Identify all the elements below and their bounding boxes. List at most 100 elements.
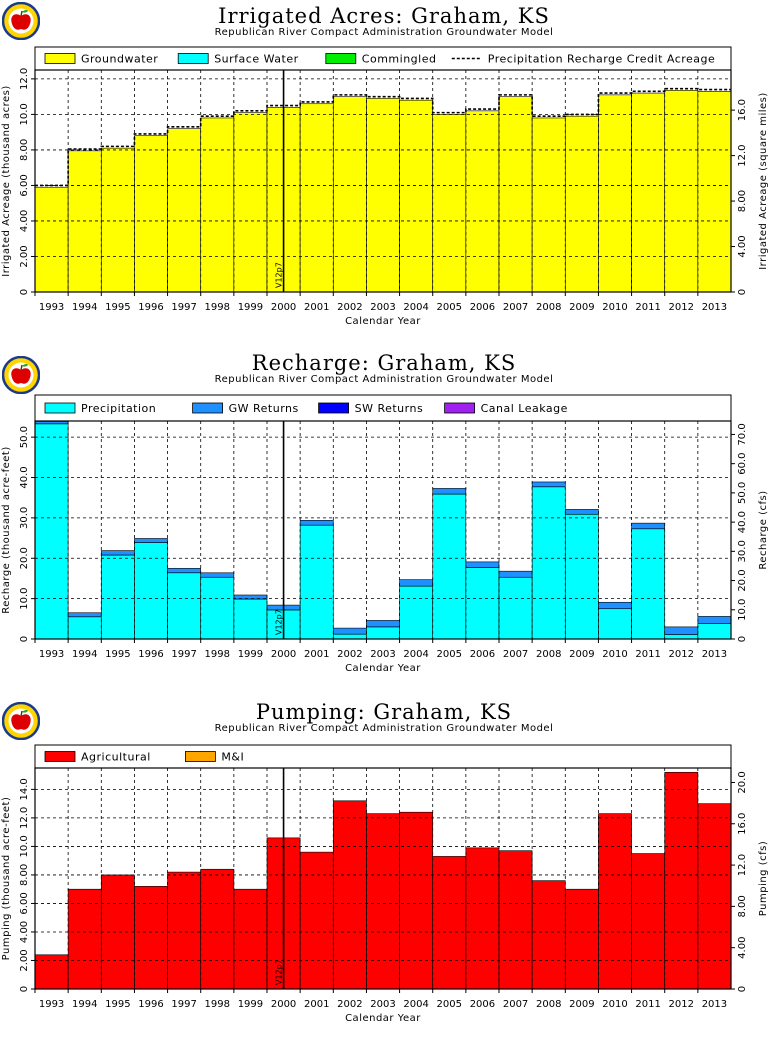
x-tick-label: 2006 xyxy=(470,999,495,1010)
y-axis-label: Pumping (thousand acre-feet) xyxy=(1,797,12,961)
bar-gw_returns xyxy=(498,570,533,578)
pumping-chart: Agricultural M&I V12p7 0 2.00 4.00 6.00 8.00 10.… xyxy=(1,744,768,1024)
bar-gw_returns xyxy=(697,616,732,624)
bar-precipitation xyxy=(233,598,268,640)
x-axis-label: Calendar Year xyxy=(345,663,421,674)
bar-precipitation xyxy=(134,542,168,640)
y-tick-label-right: 50.0 xyxy=(737,482,748,504)
x-tick-label: 2007 xyxy=(503,649,528,660)
x-tick-label: 1997 xyxy=(171,302,196,313)
x-tick-label: 2005 xyxy=(437,999,462,1010)
chart-subtitle: Republican River Compact Administration … xyxy=(214,374,554,385)
chart-title: Recharge: Graham, KS xyxy=(251,351,517,375)
bar-groundwater xyxy=(100,147,135,293)
x-tick-label: 2002 xyxy=(337,999,362,1010)
irrigated-acres-panel: Irrigated Acres: Graham, KS Republican R… xyxy=(0,0,768,341)
apple-logo-icon xyxy=(2,702,40,740)
x-tick-label: 2013 xyxy=(702,999,727,1010)
bar-gw_returns xyxy=(531,481,566,488)
bar-agricultural xyxy=(399,811,434,990)
y-tick-label-right: 0 xyxy=(737,289,748,295)
apple-logo-icon xyxy=(2,2,40,40)
x-tick-label: 2010 xyxy=(602,302,627,313)
bar-precipitation xyxy=(631,528,666,640)
x-tick-label: 1998 xyxy=(205,999,230,1010)
y-tick-label-right: 70.0 xyxy=(737,423,748,445)
bar-agricultural xyxy=(598,813,632,990)
y-tick-label-right: 8.00 xyxy=(737,895,748,917)
bar-agricultural xyxy=(233,888,268,990)
bar-precipitation xyxy=(564,513,599,640)
bar-precipitation xyxy=(432,493,467,640)
x-tick-label: 2013 xyxy=(702,649,727,660)
y-tick-label: 30.0 xyxy=(19,507,30,529)
bar-groundwater xyxy=(631,92,666,293)
legend-swatch xyxy=(184,751,216,762)
y-tick-label: 6.00 xyxy=(19,892,30,914)
apple-leaf xyxy=(22,364,28,367)
legend-swatch xyxy=(444,402,476,414)
bar-agricultural xyxy=(100,874,135,990)
bar-precipitation xyxy=(100,554,135,640)
bar-groundwater xyxy=(34,186,69,293)
x-tick-label: 2004 xyxy=(403,649,428,660)
legend-label: Agricultural xyxy=(81,751,151,764)
x-tick-label: 2007 xyxy=(503,302,528,313)
x-tick-label: 1996 xyxy=(138,649,163,660)
bar-gw_returns xyxy=(564,509,599,515)
x-tick-label: 2008 xyxy=(536,649,561,660)
precip-credit-line xyxy=(35,87,731,187)
y-tick-label: 4.00 xyxy=(19,921,30,943)
bar-groundwater xyxy=(498,96,533,293)
x-tick-label: 2004 xyxy=(403,302,428,313)
bar-agricultural xyxy=(366,813,400,990)
x-tick-label: 2010 xyxy=(602,649,627,660)
bar-groundwater xyxy=(299,103,334,293)
bar-groundwater xyxy=(167,128,202,293)
y-axis-label-right: Recharge (cfs) xyxy=(758,490,768,569)
recharge-panel: Recharge: Graham, KS Republican River Co… xyxy=(0,350,768,691)
bar-groundwater xyxy=(465,110,500,293)
bar-precipitation xyxy=(664,634,699,640)
x-tick-label: 1994 xyxy=(72,649,97,660)
legend-swatch xyxy=(318,402,350,414)
bar-groundwater xyxy=(697,91,732,293)
x-tick-label: 2001 xyxy=(304,302,329,313)
chart-subtitle: Republican River Compact Administration … xyxy=(214,723,554,734)
legend-label: Surface Water xyxy=(214,53,298,66)
bar-agricultural xyxy=(631,853,666,990)
y-tick-label-right: 30.0 xyxy=(737,540,748,562)
y-tick-label: 0 xyxy=(19,986,30,992)
bar-precipitation xyxy=(498,576,533,640)
x-tick-label: 2009 xyxy=(569,302,594,313)
legend-label: M&I xyxy=(221,751,244,764)
x-tick-label: 2005 xyxy=(437,302,462,313)
bar-precipitation xyxy=(67,616,102,640)
x-tick-label: 1999 xyxy=(238,649,263,660)
y-tick-label-right: 4.00 xyxy=(737,235,748,257)
bar-agricultural xyxy=(432,856,467,990)
legend-swatch xyxy=(192,402,224,414)
bar-precipitation xyxy=(167,572,202,640)
x-tick-label: 1996 xyxy=(138,999,163,1010)
x-tick-label: 2004 xyxy=(403,999,428,1010)
marker-label: V12p7 xyxy=(275,609,284,635)
legend-swatch xyxy=(44,402,76,414)
legend-label: Groundwater xyxy=(81,53,158,66)
legend-swatch xyxy=(44,53,76,64)
y-tick-label: 50.0 xyxy=(19,426,30,448)
y-tick-label-right: 8.00 xyxy=(737,190,748,212)
y-tick-label: 0 xyxy=(19,289,30,295)
y-tick-label: 8.00 xyxy=(19,864,30,886)
bar-gw_returns xyxy=(200,572,235,578)
bar-precipitation xyxy=(465,567,500,640)
chart-title: Irrigated Acres: Graham, KS xyxy=(218,4,550,28)
y-tick-label: 4.00 xyxy=(19,210,30,232)
y-tick-label-right: 0 xyxy=(737,636,748,642)
x-tick-label: 2007 xyxy=(503,999,528,1010)
x-tick-label: 2009 xyxy=(569,999,594,1010)
bar-gw_returns xyxy=(134,538,168,543)
apple-body xyxy=(11,714,31,730)
apple-body xyxy=(11,14,31,30)
bar-precipitation xyxy=(399,585,434,640)
